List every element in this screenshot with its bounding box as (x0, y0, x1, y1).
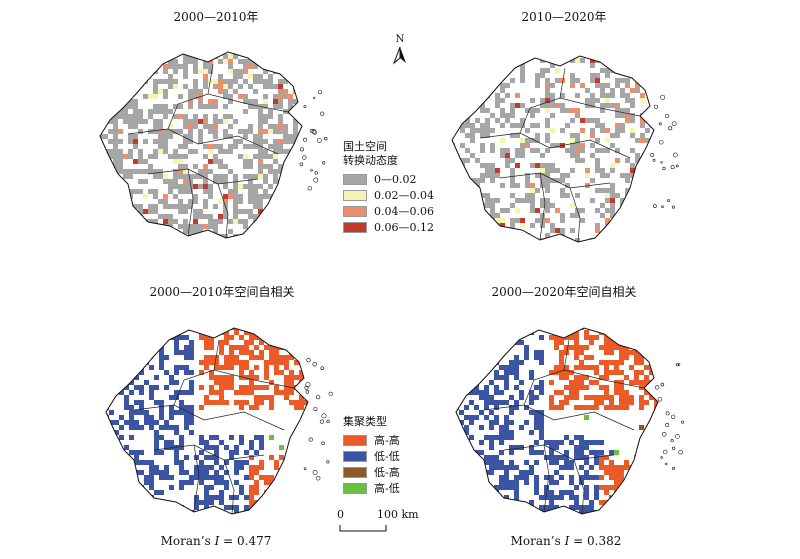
scale-bar: 0 100 km (335, 508, 425, 538)
province-outline (105, 327, 309, 515)
moran-prefix: Moran’s (160, 534, 215, 548)
legend-dynamic-title-line1: 国土空间 (343, 140, 387, 153)
north-label: N (395, 34, 405, 45)
map-cells (106, 328, 308, 514)
map-cells (100, 52, 302, 238)
legend-label: 高-低 (374, 481, 400, 495)
legend-swatch (343, 174, 367, 185)
province-outline (455, 327, 659, 515)
legend-item: 0.02—0.04 (343, 188, 434, 204)
north-arrow: N (390, 34, 410, 68)
moran-value: = 0.382 (569, 534, 622, 548)
legend-dynamic-degree: 国土空间 转换动态度 0—0.02 0.02—0.04 0.04—0.06 0.… (343, 140, 434, 236)
moran-symbol: I (564, 534, 570, 548)
legend-label: 低-低 (374, 449, 400, 463)
province-outline (99, 51, 303, 239)
map-cells (452, 56, 654, 242)
moran-i-right: Moran’s I = 0.382 (511, 534, 622, 548)
map-dynamic-2010-2020 (451, 55, 679, 243)
legend-item: 低-低 (343, 449, 400, 465)
map-title-bottom-right: 2000—2020年空间自相关 (491, 285, 637, 299)
legend-item: 高-高 (343, 433, 400, 449)
legend-item: 低-高 (343, 465, 400, 481)
map-lisa-2000-2020 (455, 327, 685, 515)
moran-value: = 0.477 (219, 534, 272, 548)
map-cells (456, 328, 658, 514)
legend-dynamic-title: 国土空间 转换动态度 (343, 140, 434, 168)
legend-label: 高-高 (374, 433, 400, 447)
legend-swatch (343, 206, 367, 217)
legend-swatch (343, 222, 367, 233)
legend-label: 0.04—0.06 (374, 204, 434, 218)
legend-item: 0.06—0.12 (343, 220, 434, 236)
legend-item: 0.04—0.06 (343, 204, 434, 220)
moran-prefix: Moran’s (510, 534, 565, 548)
legend-swatch (343, 190, 367, 201)
legend-cluster-type: 集聚类型 高-高 低-低 低-高 高-低 (343, 415, 400, 497)
legend-item: 0—0.02 (343, 172, 434, 188)
scale-label-end: 100 km (377, 508, 419, 521)
north-arrow-icon (392, 46, 406, 65)
legend-label: 低-高 (374, 465, 400, 479)
legend-swatch (343, 451, 367, 463)
moran-i-left: Moran’s I = 0.477 (161, 534, 272, 548)
legend-swatch (343, 435, 367, 447)
province-outline (451, 55, 655, 243)
legend-swatch (343, 467, 367, 479)
legend-label: 0.02—0.04 (374, 188, 434, 202)
legend-label: 0—0.02 (374, 172, 417, 186)
moran-symbol: I (214, 534, 220, 548)
legend-cluster-title: 集聚类型 (343, 415, 387, 428)
map-title-bottom-left: 2000—2010年空间自相关 (149, 285, 295, 299)
legend-item: 高-低 (343, 481, 400, 497)
scale-label-zero: 0 (337, 508, 344, 521)
legend-dynamic-title-line2: 转换动态度 (343, 153, 398, 167)
map-dynamic-2000-2010 (99, 51, 328, 239)
scale-bar-line (339, 525, 387, 532)
map-lisa-2000-2010 (105, 327, 333, 515)
map-title-top-right: 2010—2020年 (521, 10, 607, 24)
legend-label: 0.06—0.12 (374, 220, 434, 234)
legend-swatch (343, 483, 367, 495)
map-title-top-left: 2000—2010年 (173, 10, 259, 24)
